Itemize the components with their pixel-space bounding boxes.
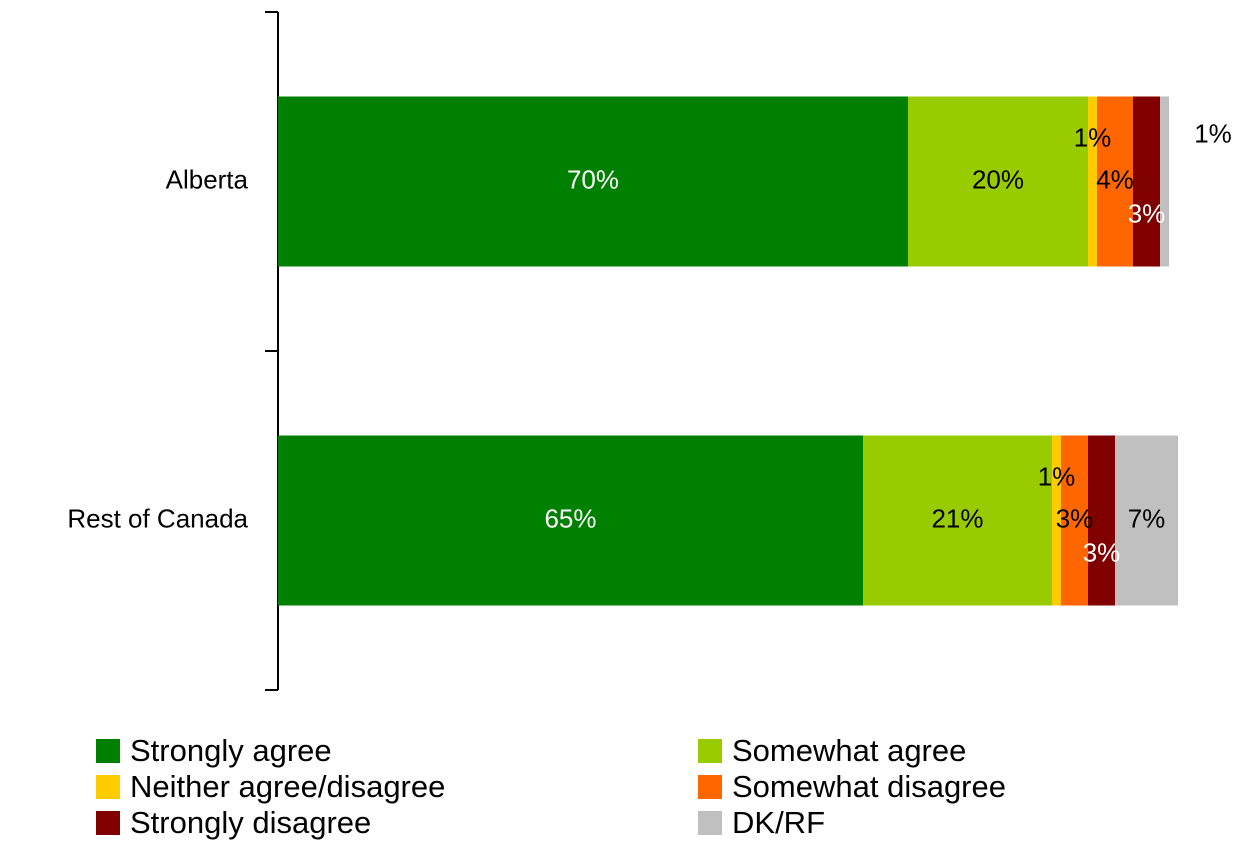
legend-item-strongly-agree: Strongly agree (96, 734, 332, 768)
data-label-rest-of-canada-somewhat-disagree: 3% (1056, 503, 1094, 533)
legend-swatch (698, 739, 722, 763)
legend: Strongly agree Somewhat agree Neither agre… (0, 732, 1234, 843)
bar-alberta-strongly-disagree (1133, 97, 1160, 267)
data-label-alberta-somewhat-disagree: 4% (1096, 164, 1134, 194)
category-labels: Alberta Rest of Canada (67, 164, 248, 533)
data-label-rest-of-canada-strongly-agree: 65% (544, 503, 596, 533)
data-label-rest-of-canada-dk-rf: 7% (1128, 503, 1166, 533)
legend-swatch (698, 811, 722, 835)
legend-label: Strongly agree (130, 734, 332, 768)
data-label-alberta-somewhat-agree: 20% (972, 164, 1024, 194)
bar-segments (278, 97, 1178, 606)
legend-label: Strongly disagree (130, 806, 371, 840)
data-label-alberta-dk-rf: 1% (1194, 118, 1232, 148)
data-label-rest-of-canada-somewhat-agree: 21% (931, 503, 983, 533)
data-label-alberta-neither-agree-disagree: 1% (1074, 122, 1112, 152)
legend-label: DK/RF (732, 806, 825, 840)
legend-label: Somewhat agree (732, 734, 966, 768)
data-label-rest-of-canada-neither-agree-disagree: 1% (1038, 461, 1076, 491)
legend-swatch (96, 775, 120, 799)
category-label-alberta: Alberta (166, 164, 249, 194)
data-label-rest-of-canada-strongly-disagree: 3% (1083, 537, 1121, 567)
legend-item-neither-agree-disagree: Neither agree/disagree (96, 770, 445, 804)
legend-item-somewhat-disagree: Somewhat disagree (698, 770, 1006, 804)
legend-swatch (698, 775, 722, 799)
legend-swatch (96, 739, 120, 763)
legend-label: Neither agree/disagree (130, 770, 445, 804)
legend-label: Somewhat disagree (732, 770, 1006, 804)
data-label-alberta-strongly-agree: 70% (567, 164, 619, 194)
category-label-rest-of-canada: Rest of Canada (67, 503, 248, 533)
legend-item-somewhat-agree: Somewhat agree (698, 734, 966, 768)
bar-alberta-dk-rf (1160, 97, 1169, 267)
legend-item-strongly-disagree: Strongly disagree (96, 806, 371, 840)
data-label-alberta-strongly-disagree: 3% (1128, 198, 1166, 228)
category-axis (265, 12, 278, 690)
legend-swatch (96, 811, 120, 835)
legend-item-dk-rf: DK/RF (698, 806, 825, 840)
